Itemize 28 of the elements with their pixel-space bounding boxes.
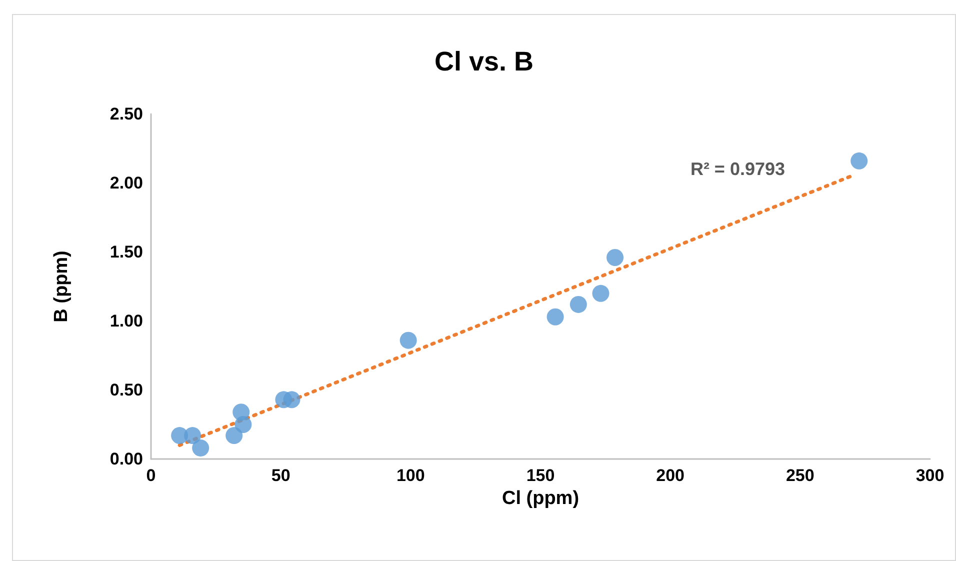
y-axis-title: B (ppm) bbox=[51, 250, 72, 322]
point bbox=[184, 427, 202, 444]
annotation: R² = 0.9793 bbox=[690, 159, 785, 179]
x-axis-title: Cl (ppm) bbox=[502, 488, 580, 509]
x-tick-label: 300 bbox=[916, 466, 944, 485]
y-tick-label: 1.00 bbox=[110, 312, 143, 330]
point bbox=[570, 296, 587, 313]
x-tick-label: 100 bbox=[396, 466, 425, 485]
y-tick-label: 0.50 bbox=[110, 380, 143, 400]
y-tick-label: 0.00 bbox=[110, 450, 143, 468]
point bbox=[850, 152, 868, 170]
point bbox=[234, 416, 252, 433]
point bbox=[592, 284, 610, 302]
point bbox=[283, 391, 300, 408]
point bbox=[192, 439, 210, 456]
y-tick-label: 1.50 bbox=[110, 242, 143, 262]
x-tick-label: 150 bbox=[526, 466, 555, 485]
x-tick-label: 50 bbox=[271, 466, 290, 485]
y-tick-label: 2.00 bbox=[110, 174, 143, 192]
y-tick-label: 2.50 bbox=[110, 104, 143, 124]
point bbox=[606, 249, 624, 266]
x-tick-label: 200 bbox=[656, 466, 685, 485]
x-tick-label: 0 bbox=[146, 466, 156, 485]
chart-title: Cl vs. B bbox=[434, 46, 534, 76]
point bbox=[226, 427, 243, 444]
x-tick-label: 250 bbox=[786, 466, 814, 485]
point bbox=[546, 308, 564, 326]
point bbox=[400, 332, 417, 349]
